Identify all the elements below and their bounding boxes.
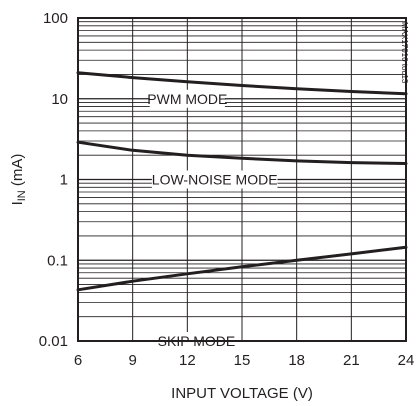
figure-code-watermark: MAX17016 toc13 (400, 22, 409, 84)
plot-frame (77, 17, 407, 342)
series-line-2 (76, 140, 408, 165)
x-tick-label: 6 (74, 352, 82, 369)
y-tick-label: 0.1 (47, 252, 68, 269)
y-axis-title: IIN (mA) (9, 154, 28, 206)
x-tick-label: 18 (288, 352, 305, 369)
y-tick-label: 10 (51, 91, 68, 108)
y-axis-title-main: I (9, 201, 26, 205)
grid (78, 18, 406, 341)
y-axis-title-unit: (mA) (9, 154, 26, 191)
x-tick-label: 15 (234, 352, 251, 369)
series-label-background (151, 170, 278, 189)
x-axis-title: INPUT VOLTAGE (V) (171, 385, 313, 402)
series-line-1 (76, 71, 408, 96)
series-line-3 (76, 245, 408, 292)
series-label: PWM MODE (147, 91, 227, 107)
series-label: LOW-NOISE MODE (152, 172, 278, 188)
x-tick-label: 21 (343, 352, 360, 369)
x-tick-label: 12 (179, 352, 196, 369)
x-tick-label: 24 (398, 352, 415, 369)
series-label-background (149, 89, 225, 108)
tick-labels: 6 9 12 15 18 21 24 0.01 0.1 1 10 100 (39, 10, 415, 369)
y-tick-label: 1 (60, 172, 68, 189)
y-tick-label: 0.01 (39, 333, 68, 350)
y-axis-title-subscript: IN (16, 190, 28, 201)
y-tick-label: 100 (43, 10, 68, 27)
series-group (76, 71, 408, 292)
x-tick-label: 9 (128, 352, 136, 369)
